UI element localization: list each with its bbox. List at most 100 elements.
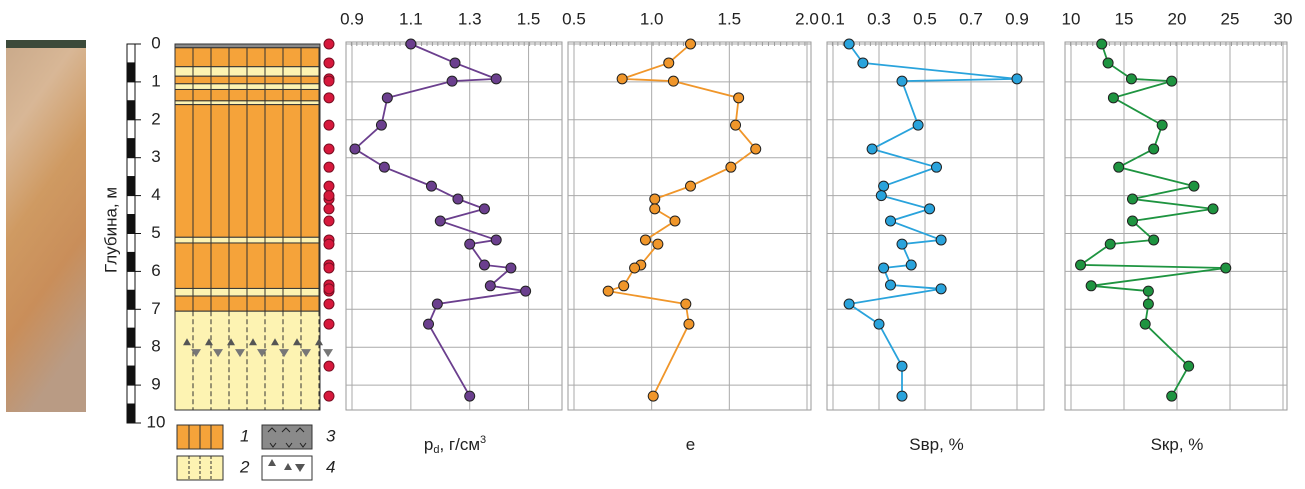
sample-dot: [324, 39, 334, 49]
x-tick-label: 0.9: [340, 9, 364, 28]
depth-tick-label: 10: [147, 412, 166, 431]
depth-scale-segment: [127, 82, 135, 101]
x-axis-label-part: , г/см: [439, 435, 480, 454]
sample-dot: [324, 361, 334, 371]
depth-scale-segment: [127, 158, 135, 177]
data-point: [447, 76, 457, 86]
x-tick-label: 20: [1168, 9, 1187, 28]
data-point: [1143, 286, 1153, 296]
depth-scale-segment: [127, 63, 135, 82]
data-point: [453, 194, 463, 204]
depth-scale-segment: [127, 290, 135, 309]
data-point: [653, 239, 663, 249]
data-point: [506, 263, 516, 273]
depth-tick-label: 9: [151, 375, 160, 394]
data-point: [640, 235, 650, 245]
data-point: [1126, 74, 1136, 84]
data-point: [936, 235, 946, 245]
data-point: [1167, 391, 1177, 401]
depth-tick-label: 4: [151, 185, 160, 204]
sample-dot: [324, 76, 334, 86]
data-point: [906, 260, 916, 270]
figure: Глубина, м 1 2 3 4 0123456789100.91.11.3…: [0, 0, 1305, 484]
data-point: [1086, 281, 1096, 291]
data-point: [491, 74, 501, 84]
depth-axis-label: Глубина, м: [101, 187, 120, 273]
data-point: [670, 216, 680, 226]
data-point: [886, 280, 896, 290]
x-tick-label: 0.7: [959, 9, 983, 28]
data-point: [426, 181, 436, 191]
depth-scale-segment: [127, 309, 135, 328]
data-point: [619, 281, 629, 291]
data-point: [1149, 235, 1159, 245]
data-point: [350, 144, 360, 154]
sample-dot: [324, 58, 334, 68]
sample-dot: [324, 191, 334, 201]
sample-dot: [324, 239, 334, 249]
depth-scale-segment: [127, 139, 135, 158]
x-tick-label: 1.0: [640, 9, 664, 28]
depth-tick-label: 8: [151, 337, 160, 356]
x-axis-label-part: p: [424, 435, 433, 454]
data-point: [913, 120, 923, 130]
x-axis-label-part: Sвр, %: [909, 435, 963, 454]
x-tick-label: 2.0: [795, 9, 819, 28]
data-point: [1103, 58, 1113, 68]
depth-tick-label: 7: [151, 299, 160, 318]
data-point: [1221, 263, 1231, 273]
photo-vegetation: [6, 40, 86, 48]
x-tick-label: 1.5: [718, 9, 742, 28]
lithology-column: [175, 44, 333, 410]
sample-dot: [324, 144, 334, 154]
sample-dot: [324, 93, 334, 103]
data-point: [686, 181, 696, 191]
data-point: [1012, 74, 1022, 84]
data-point: [432, 299, 442, 309]
data-point: [382, 93, 392, 103]
sample-dot: [324, 204, 334, 214]
data-point: [1167, 76, 1177, 86]
data-point: [1140, 319, 1150, 329]
x-tick-label: 0.3: [867, 9, 891, 28]
data-point: [479, 204, 489, 214]
data-point: [844, 39, 854, 49]
sample-dot: [324, 162, 334, 172]
x-tick-label: 10: [1062, 9, 1081, 28]
sample-dot: [324, 181, 334, 191]
depth-tick-label: 3: [151, 147, 160, 166]
data-point: [1184, 361, 1194, 371]
depth-scale-segment: [127, 252, 135, 271]
data-point: [1105, 239, 1115, 249]
data-point: [867, 144, 877, 154]
depth-scale-segment: [127, 385, 135, 404]
depth-tick-label: 6: [151, 261, 160, 280]
data-point: [1208, 204, 1218, 214]
x-tick-label: 1.3: [458, 9, 482, 28]
data-point: [376, 120, 386, 130]
plot-frame: [568, 42, 811, 410]
legend-label: 2: [239, 457, 250, 476]
data-point: [465, 239, 475, 249]
x-tick-label: 30: [1274, 9, 1293, 28]
data-point: [1157, 120, 1167, 130]
data-point: [648, 391, 658, 401]
data-point: [424, 319, 434, 329]
sample-dot: [324, 299, 334, 309]
data-point: [897, 391, 907, 401]
x-axis-label-part: 3: [480, 434, 486, 446]
data-point: [479, 260, 489, 270]
data-point: [630, 263, 640, 273]
sample-dot: [324, 120, 334, 130]
x-tick-label: 0.5: [562, 9, 586, 28]
data-point: [379, 162, 389, 172]
sample-dot: [324, 263, 334, 273]
data-point: [668, 76, 678, 86]
depth-scale-segment: [127, 196, 135, 215]
data-point: [731, 120, 741, 130]
data-point: [876, 191, 886, 201]
x-tick-label: 15: [1115, 9, 1134, 28]
data-point: [879, 263, 889, 273]
depth-scale-segment: [127, 44, 135, 63]
depth-tick-label: 1: [151, 71, 160, 90]
